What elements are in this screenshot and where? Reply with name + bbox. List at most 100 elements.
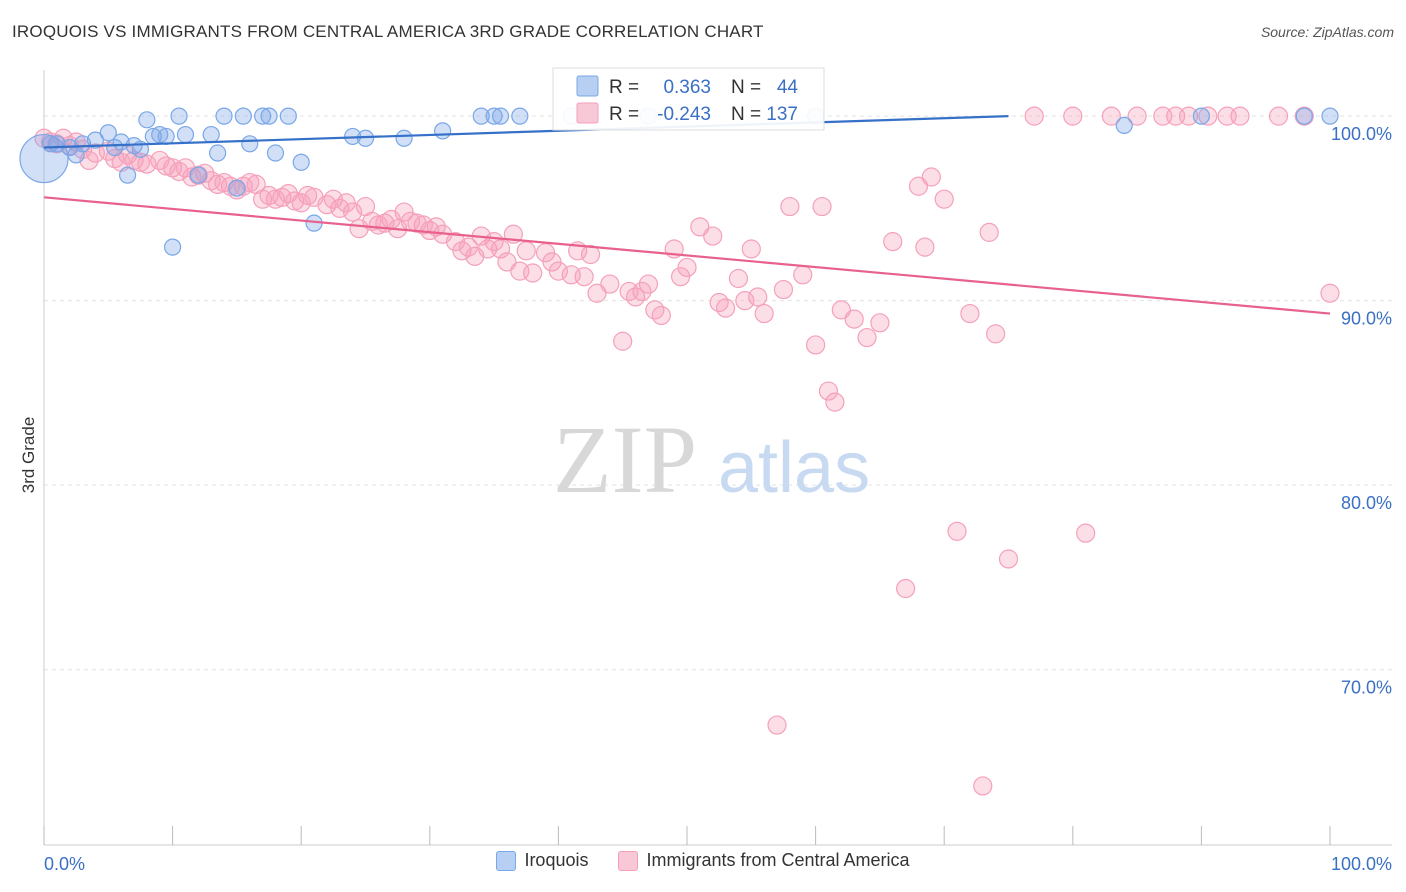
data-point-immigrants <box>574 267 594 287</box>
data-point-iroquois <box>511 107 529 125</box>
data-point-immigrants <box>908 176 929 196</box>
data-point-immigrants <box>1230 106 1250 126</box>
data-point-immigrants <box>1127 106 1147 126</box>
data-point-iroquois <box>151 125 169 144</box>
data-point-immigrants <box>896 578 916 599</box>
data-point-immigrants <box>1198 106 1218 126</box>
data-point-immigrants <box>934 189 954 209</box>
data-point-iroquois <box>234 107 252 125</box>
data-point-immigrants <box>690 217 710 237</box>
data-point-immigrants <box>632 281 652 302</box>
stats-legend: R = 0.363 N = 44 R = -0.243 N = 137 <box>552 67 825 131</box>
data-point-iroquois <box>254 107 272 125</box>
data-point-iroquois <box>118 166 137 184</box>
data-point-iroquois <box>170 107 188 125</box>
data-point-immigrants <box>825 392 845 412</box>
stats-swatch-immigrants <box>576 102 599 124</box>
stats-n-value-iroquois: 44 <box>777 77 799 98</box>
data-point-immigrants <box>195 163 215 183</box>
y-tick-label: 80.0% <box>1341 493 1392 513</box>
data-point-iroquois <box>157 127 175 146</box>
data-point-immigrants <box>587 283 607 303</box>
grid-lines: 100.0% 90.0% 80.0% 70.0% <box>44 115 1392 698</box>
y-tick-label: 100.0% <box>1331 124 1392 144</box>
data-point-immigrants <box>921 167 941 187</box>
trend-line-iroquois <box>43 115 1009 149</box>
data-point-immigrants <box>973 776 993 796</box>
series-legend: Iroquois Immigrants from Central America <box>0 850 1406 871</box>
watermark-zip: ZIP <box>553 406 697 513</box>
chart-source: Source: ZipAtlas.com <box>1260 24 1394 40</box>
data-point-iroquois <box>1115 116 1133 134</box>
data-point-immigrants <box>124 150 144 171</box>
legend-swatch-immigrants <box>618 850 639 871</box>
stats-r-label-immigrants: R = <box>609 104 639 125</box>
data-point-immigrants <box>600 274 620 294</box>
data-point-iroquois <box>215 107 233 125</box>
data-point-immigrants <box>741 239 761 259</box>
data-point-iroquois <box>202 125 220 144</box>
data-point-immigrants <box>818 381 839 401</box>
data-point-immigrants <box>754 303 774 324</box>
data-point-immigrants <box>130 152 151 172</box>
series-immigrants-points <box>34 106 1340 796</box>
stats-n-label-iroquois: N = <box>731 77 761 98</box>
data-point-immigrants <box>638 274 659 294</box>
data-point-immigrants <box>1178 106 1199 126</box>
y-tick-label: 90.0% <box>1341 309 1392 329</box>
trend-lines <box>43 115 1331 315</box>
data-point-immigrants <box>780 196 800 217</box>
data-point-iroquois <box>1295 107 1313 125</box>
data-point-immigrants <box>748 287 768 307</box>
data-point-immigrants <box>1024 106 1044 126</box>
legend-item-iroquois: Iroquois <box>496 850 588 871</box>
data-point-immigrants <box>1268 106 1289 126</box>
data-point-iroquois <box>260 107 278 125</box>
stats-n-value-immigrants: 137 <box>766 104 798 125</box>
data-point-immigrants <box>677 257 697 278</box>
data-point-iroquois <box>472 107 490 125</box>
data-point-immigrants <box>812 196 832 217</box>
legend-label-iroquois: Iroquois <box>524 850 589 870</box>
watermark-atlas: atlas <box>718 428 870 508</box>
data-point-iroquois <box>1321 107 1339 125</box>
trend-line-immigrants <box>43 196 1331 315</box>
data-point-immigrants <box>137 154 157 174</box>
data-point-immigrants <box>947 521 967 541</box>
data-point-immigrants <box>844 309 864 329</box>
data-point-immigrants <box>870 313 890 333</box>
data-point-iroquois <box>228 179 246 197</box>
data-point-iroquois <box>86 131 105 149</box>
data-point-immigrants <box>580 244 601 265</box>
series-iroquois-points <box>19 107 1339 256</box>
data-point-immigrants <box>979 222 999 242</box>
data-point-iroquois <box>485 107 503 125</box>
data-point-immigrants <box>548 261 569 281</box>
data-point-iroquois <box>176 125 195 144</box>
y-axis-label: 3rd Grade <box>19 417 38 494</box>
legend-label-immigrants: Immigrants from Central America <box>646 850 910 870</box>
legend-swatch-iroquois <box>496 850 517 871</box>
data-point-iroquois <box>266 144 285 162</box>
data-point-immigrants <box>728 268 749 289</box>
data-point-immigrants <box>272 187 292 207</box>
data-point-iroquois <box>209 144 227 162</box>
stats-r-label-iroquois: R = <box>609 77 639 98</box>
data-point-immigrants <box>1294 106 1314 126</box>
data-point-immigrants <box>298 185 318 206</box>
y-tick-label: 70.0% <box>1341 678 1392 698</box>
stats-swatch-iroquois <box>576 75 599 97</box>
data-point-immigrants <box>1063 106 1083 126</box>
data-point-immigrants <box>1320 283 1340 303</box>
data-point-immigrants <box>613 331 633 351</box>
data-point-immigrants <box>182 167 202 187</box>
data-point-immigrants <box>805 335 826 355</box>
data-point-immigrants <box>1101 106 1121 126</box>
data-point-immigrants <box>857 327 877 348</box>
data-point-immigrants <box>278 184 298 204</box>
data-point-immigrants <box>1076 523 1096 543</box>
stats-r-value-immigrants: -0.243 <box>657 104 711 125</box>
data-point-iroquois <box>279 107 297 125</box>
stats-n-label-immigrants: N = <box>731 104 761 125</box>
data-point-immigrants <box>523 263 543 283</box>
